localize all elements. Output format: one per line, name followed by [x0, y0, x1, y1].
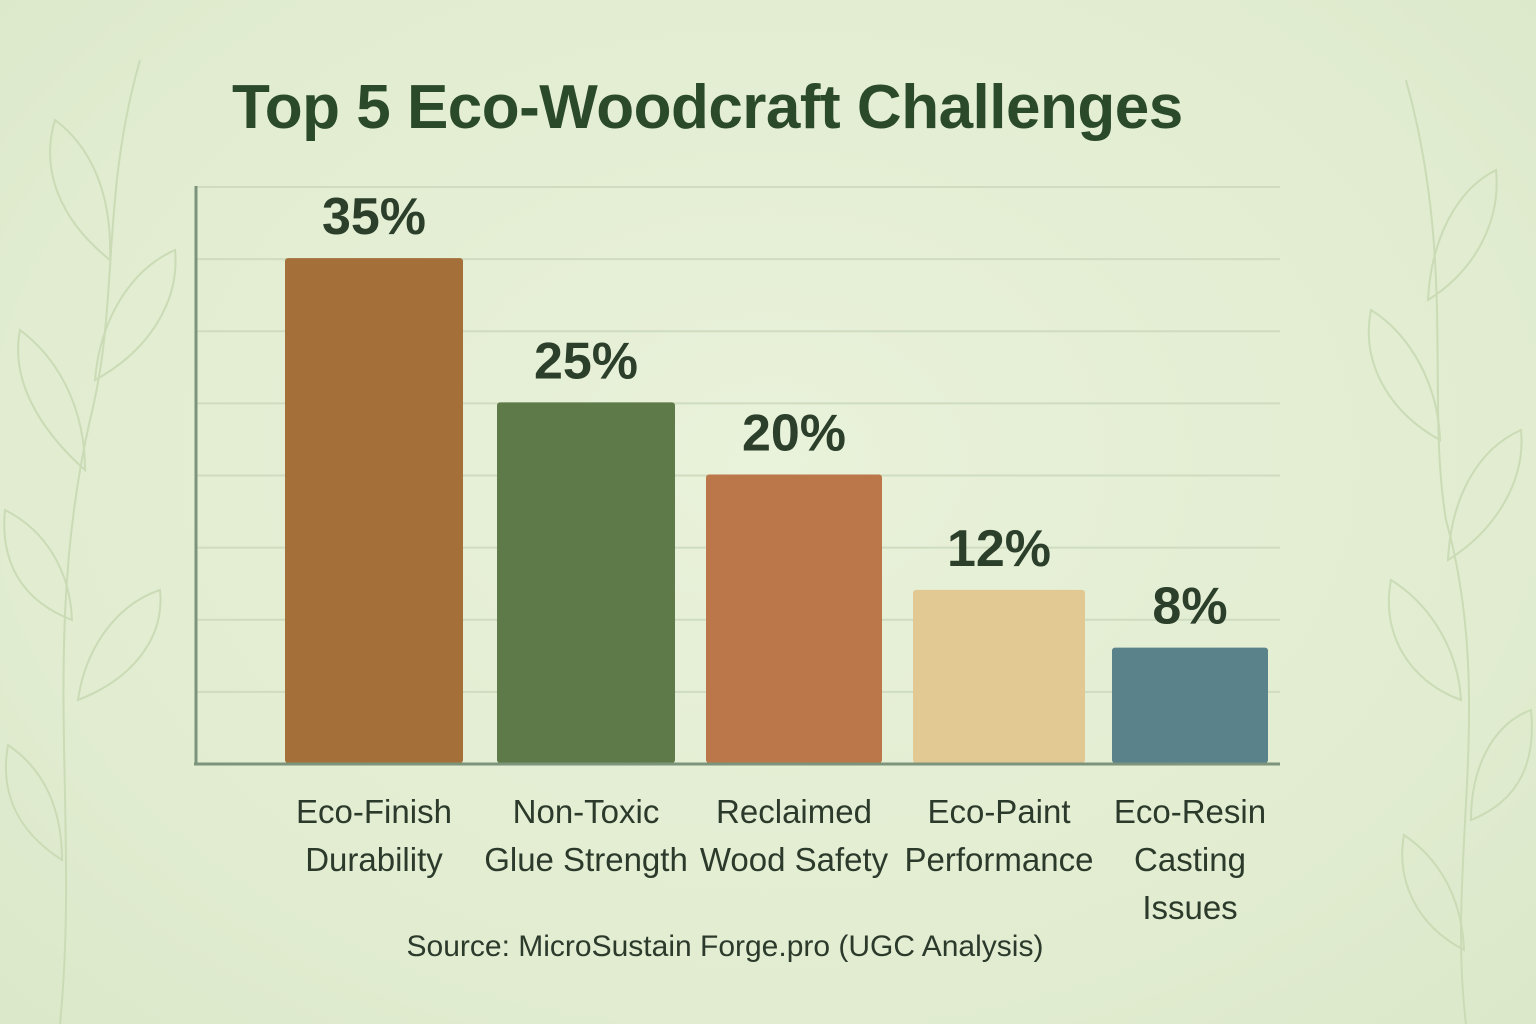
- bar-value-label: 35%: [322, 188, 426, 246]
- x-tick-label-line: Eco-Finish: [296, 793, 452, 830]
- x-tick-label-line: Eco-Paint: [927, 793, 1071, 830]
- x-tick-label-line: Wood Safety: [699, 841, 889, 878]
- x-tick-label: Reclaimed Wood Safety: [684, 788, 904, 884]
- x-tick-label-line: Casting: [1134, 841, 1246, 878]
- x-tick-label-line: Eco-Resin: [1113, 793, 1267, 830]
- x-tick-label-line: Issues: [1142, 889, 1238, 926]
- x-tick-label: Eco-Paint Performance: [889, 788, 1109, 884]
- x-tick-label: Non-Toxic Glue Strength: [476, 788, 696, 884]
- data-labels: 35% 25% 20% 12% 8%: [322, 188, 1228, 635]
- bar-value-label: 8%: [1152, 578, 1227, 636]
- source-note: Source: MicroSustain Forge.pro (UGC Anal…: [406, 930, 1044, 963]
- bar: [285, 258, 463, 763]
- bar: [497, 402, 675, 763]
- x-tick-label-line: Non-Toxic: [512, 793, 660, 830]
- bar-value-label: 25%: [534, 332, 638, 390]
- bar: [1112, 647, 1268, 763]
- left-leaf-decoration-icon: [3, 59, 177, 1024]
- chart-title: Top 5 Eco-Woodcraft Challenges: [232, 73, 1183, 142]
- right-leaf-decoration-icon: [1367, 79, 1533, 1024]
- axes: [194, 186, 1280, 766]
- x-tick-label-line: Durability: [305, 841, 443, 878]
- x-tick-label-line: Glue Strength: [484, 841, 688, 878]
- bar-value-label: 20%: [742, 405, 846, 463]
- bar: [706, 474, 882, 763]
- x-tick-label-line: Reclaimed: [716, 793, 872, 830]
- bar-value-label: 12%: [947, 520, 1051, 578]
- bar: [913, 589, 1085, 763]
- x-tick-label: Eco-Finish Durability: [264, 788, 484, 884]
- x-tick-label: Eco-Resin Casting Issues: [1080, 788, 1300, 932]
- x-tick-label-line: Performance: [904, 841, 1094, 878]
- bars: [285, 258, 1268, 763]
